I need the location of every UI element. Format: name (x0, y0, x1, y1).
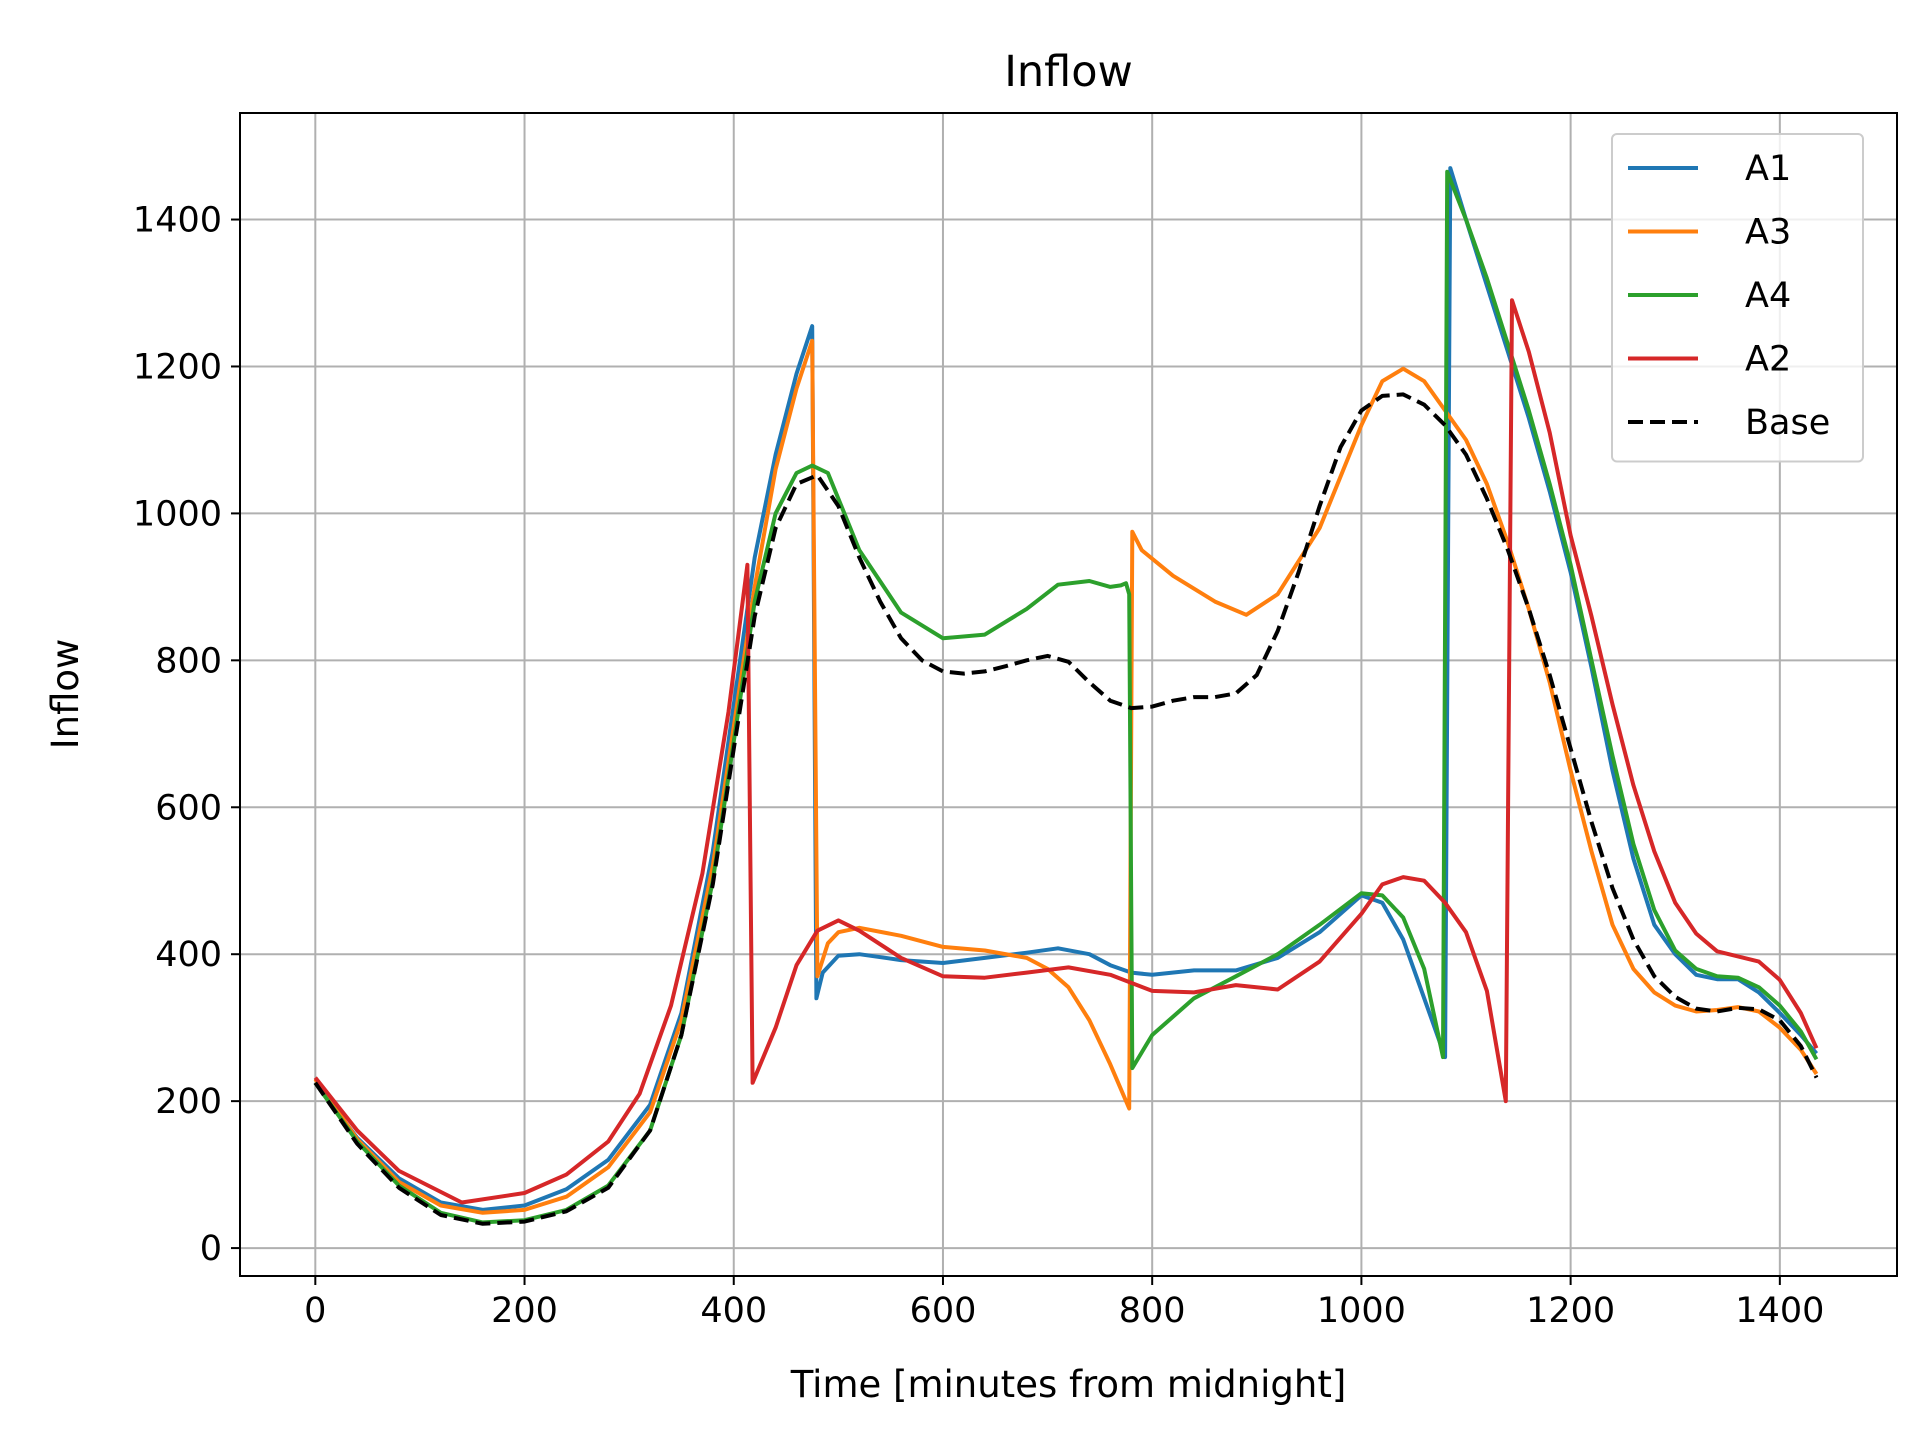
x-tick-label: 1400 (1735, 1291, 1824, 1331)
legend-label: Base (1745, 403, 1830, 443)
legend-box (1611, 133, 1864, 463)
y-tick-label: 800 (155, 641, 222, 681)
x-tick-label: 0 (304, 1291, 326, 1331)
y-axis-title: Inflow (44, 639, 87, 750)
y-tick-label: 1200 (133, 347, 222, 387)
x-tick-label: 1200 (1526, 1291, 1615, 1331)
x-tick-label: 200 (491, 1291, 558, 1331)
legend-label: A2 (1745, 340, 1791, 380)
y-tick-label: 0 (200, 1229, 222, 1269)
series-line-a2 (313, 298, 1819, 1205)
x-tick-label: 600 (910, 1291, 977, 1331)
y-tick-label: 1000 (133, 494, 222, 534)
x-tick-label: 400 (700, 1291, 767, 1331)
series-line-a3 (313, 338, 1819, 1215)
x-axis-title: Time [minutes from midnight] (790, 1363, 1347, 1406)
x-tick-label: 1000 (1317, 1291, 1406, 1331)
x-tick-label: 800 (1119, 1291, 1186, 1331)
legend-label: A4 (1745, 276, 1791, 316)
y-tick-label: 600 (155, 788, 222, 828)
legend-label: A1 (1745, 149, 1791, 189)
plot-frame (239, 112, 1898, 1277)
axis-ticks: 0 200 400 600 800 1000 1200 1400 0 200 400 600 800 10… (133, 201, 1824, 1331)
series-layer (313, 166, 1819, 1226)
y-tick-label: 200 (155, 1082, 222, 1122)
series-line-base (313, 392, 1819, 1226)
chart-title: Inflow (1004, 47, 1133, 97)
legend-label: A3 (1745, 213, 1791, 253)
y-tick-label: 1400 (133, 201, 222, 241)
legend: A1 A3 A4 A2 Base (1611, 133, 1864, 463)
series-line-a4 (313, 169, 1819, 1225)
y-tick-label: 400 (155, 935, 222, 975)
